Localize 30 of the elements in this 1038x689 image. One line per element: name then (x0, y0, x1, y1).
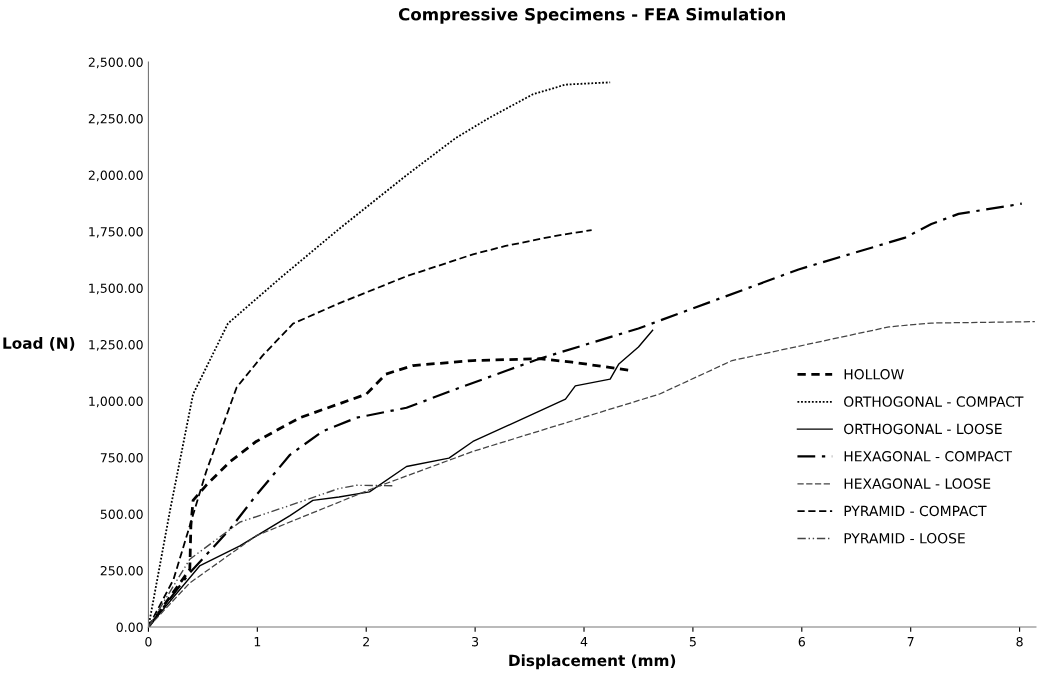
y-tick-label: 1,000.00 (89, 396, 143, 408)
legend-label: PYRAMID - COMPACT (844, 505, 987, 517)
y-tick-label: 2,250.00 (88, 113, 143, 125)
y-tick-label: 1,750.00 (89, 226, 143, 238)
y-tick-label: 2,500.00 (88, 57, 143, 69)
legend-label: HEXAGONAL - COMPACT (844, 451, 1013, 462)
y-tick-label: 750.00 (100, 452, 143, 463)
x-tick-label: 8 (1016, 636, 1023, 647)
legend-label: ORTHOGONAL - LOOSE (844, 423, 1002, 435)
y-tick-label: 1,500.00 (89, 283, 143, 295)
x-tick-label: 7 (907, 637, 914, 647)
legend-label: ORTHOGONAL - COMPACT (844, 396, 1024, 407)
x-tick-label: 5 (689, 637, 696, 647)
legend-label: PYRAMID - LOOSE (844, 533, 965, 544)
y-tick-label: 500.00 (100, 509, 143, 519)
y-tick-label: 1,250.00 (89, 339, 143, 351)
x-tick-label: 3 (472, 636, 479, 647)
y-tick-label: 250.00 (100, 565, 143, 576)
y-tick-label: 2,000.00 (88, 170, 143, 182)
legend-label: HOLLOW (844, 369, 904, 380)
y-tick-label: 0.00 (116, 622, 143, 632)
x-axis-title: Displacement (mm) (509, 654, 676, 670)
y-axis-title: Load (N) (3, 337, 75, 351)
x-tick-label: 2 (363, 636, 369, 647)
x-tick-label: 0 (145, 636, 152, 647)
x-tick-label: 6 (798, 636, 805, 647)
chart-title: Compressive Specimens - FEA Simulation (398, 7, 785, 24)
x-tick-label: 1 (254, 637, 261, 647)
x-tick-label: 4 (580, 637, 588, 647)
legend-label: HEXAGONAL - LOOSE (844, 478, 991, 489)
